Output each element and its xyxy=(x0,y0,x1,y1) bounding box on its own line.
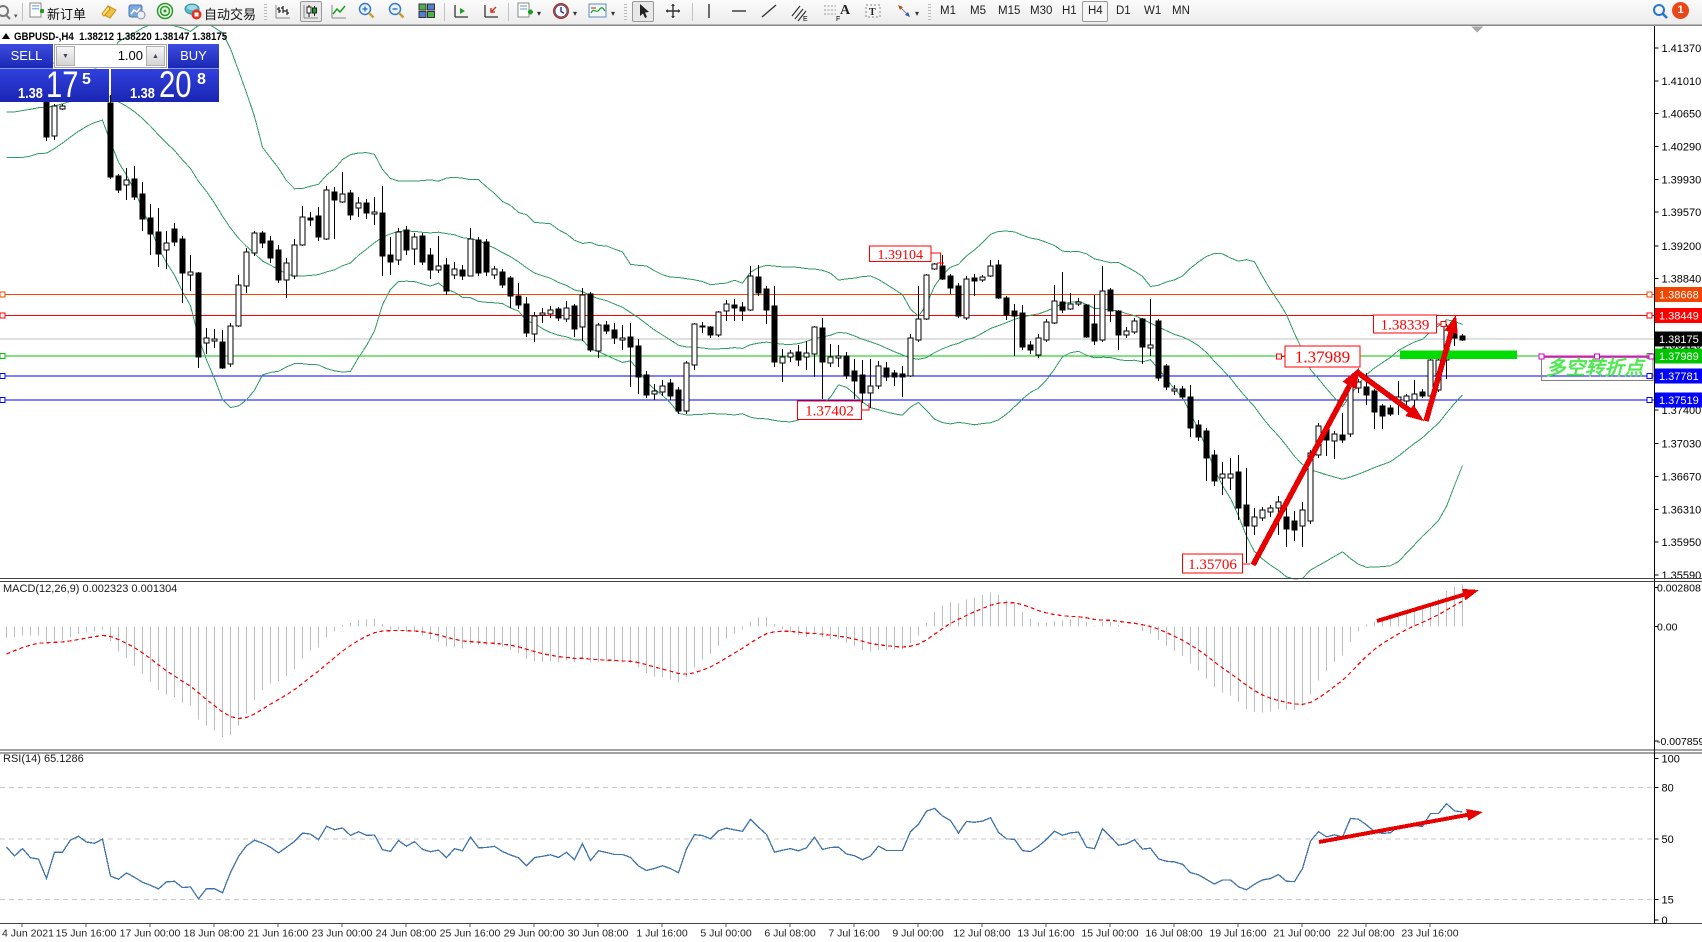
svg-text:15: 15 xyxy=(1662,894,1674,906)
svg-text:17 Jun 00:00: 17 Jun 00:00 xyxy=(120,928,181,940)
svg-text:18 Jun 08:00: 18 Jun 08:00 xyxy=(184,928,245,940)
svg-text:1.40290: 1.40290 xyxy=(1662,142,1702,154)
svg-text:12 Jul 08:00: 12 Jul 08:00 xyxy=(953,928,1010,940)
svg-text:1.35950: 1.35950 xyxy=(1662,537,1702,549)
svg-text:21 Jul 00:00: 21 Jul 00:00 xyxy=(1273,928,1330,940)
svg-text:1.38449: 1.38449 xyxy=(1659,310,1699,322)
svg-text:1.37030: 1.37030 xyxy=(1662,439,1702,451)
svg-text:1.38175: 1.38175 xyxy=(1659,334,1699,346)
svg-text:1.35590: 1.35590 xyxy=(1662,570,1702,582)
svg-text:23 Jun 00:00: 23 Jun 00:00 xyxy=(312,928,373,940)
svg-text:4 Jun 2021: 4 Jun 2021 xyxy=(2,928,54,940)
svg-text:1.37781: 1.37781 xyxy=(1659,371,1699,383)
svg-text:1.36310: 1.36310 xyxy=(1662,504,1702,516)
svg-text:F: F xyxy=(836,16,840,22)
svg-text:21 Jun 16:00: 21 Jun 16:00 xyxy=(248,928,309,940)
svg-text:15 Jun 16:00: 15 Jun 16:00 xyxy=(56,928,117,940)
svg-text:RSI(14) 65.1286: RSI(14) 65.1286 xyxy=(3,753,84,765)
svg-text:0.00: 0.00 xyxy=(1657,622,1678,634)
svg-text:多空转折点: 多空转折点 xyxy=(1546,358,1646,380)
svg-text:15 Jul 00:00: 15 Jul 00:00 xyxy=(1081,928,1138,940)
svg-text:1.36670: 1.36670 xyxy=(1662,472,1702,484)
svg-text:22 Jul 08:00: 22 Jul 08:00 xyxy=(1337,928,1394,940)
svg-text:1.38668: 1.38668 xyxy=(1659,290,1699,302)
svg-text:E: E xyxy=(803,16,808,22)
svg-text:23 Jul 16:00: 23 Jul 16:00 xyxy=(1401,928,1458,940)
svg-text:80: 80 xyxy=(1662,783,1674,795)
svg-text:9 Jul 00:00: 9 Jul 00:00 xyxy=(892,928,944,940)
svg-text:1.38840: 1.38840 xyxy=(1662,274,1702,286)
svg-text:1.39200: 1.39200 xyxy=(1662,241,1702,253)
svg-text:T: T xyxy=(869,7,876,18)
svg-text:6 Jul 08:00: 6 Jul 08:00 xyxy=(764,928,816,940)
svg-text:1.39570: 1.39570 xyxy=(1662,207,1702,219)
svg-text:1.41010: 1.41010 xyxy=(1662,76,1702,88)
svg-text:1.40650: 1.40650 xyxy=(1662,109,1702,121)
svg-text:25 Jun 16:00: 25 Jun 16:00 xyxy=(440,928,501,940)
svg-text:1.39930: 1.39930 xyxy=(1662,174,1702,186)
svg-text:7 Jul 16:00: 7 Jul 16:00 xyxy=(828,928,880,940)
svg-text:1.38339: 1.38339 xyxy=(1381,317,1430,333)
svg-text:100: 100 xyxy=(1662,754,1680,766)
svg-text:29 Jun 00:00: 29 Jun 00:00 xyxy=(504,928,565,940)
svg-text:1.35706: 1.35706 xyxy=(1188,557,1237,573)
svg-text:1.37400: 1.37400 xyxy=(1662,405,1702,417)
svg-text:1.37519: 1.37519 xyxy=(1659,395,1699,407)
svg-text:1.37402: 1.37402 xyxy=(805,404,854,420)
svg-text:-0.007859: -0.007859 xyxy=(1657,736,1702,748)
svg-text:19 Jul 16:00: 19 Jul 16:00 xyxy=(1209,928,1266,940)
svg-text:30 Jun 08:00: 30 Jun 08:00 xyxy=(568,928,629,940)
svg-text:1.41370: 1.41370 xyxy=(1662,43,1702,55)
svg-text:16 Jul 08:00: 16 Jul 08:00 xyxy=(1145,928,1202,940)
svg-text:1 Jul 16:00: 1 Jul 16:00 xyxy=(636,928,688,940)
svg-text:MACD(12,26,9) 0.002323 0.00130: MACD(12,26,9) 0.002323 0.001304 xyxy=(3,583,177,595)
svg-text:5 Jul 00:00: 5 Jul 00:00 xyxy=(700,928,752,940)
svg-text:1.37989: 1.37989 xyxy=(1295,348,1350,367)
svg-text:1.39104: 1.39104 xyxy=(878,248,924,263)
svg-text:24 Jun 08:00: 24 Jun 08:00 xyxy=(376,928,437,940)
svg-text:0.002808: 0.002808 xyxy=(1657,583,1701,595)
svg-text:50: 50 xyxy=(1662,834,1674,846)
svg-text:1.37989: 1.37989 xyxy=(1659,351,1699,363)
svg-text:0: 0 xyxy=(1662,915,1668,927)
svg-text:13 Jul 16:00: 13 Jul 16:00 xyxy=(1017,928,1074,940)
